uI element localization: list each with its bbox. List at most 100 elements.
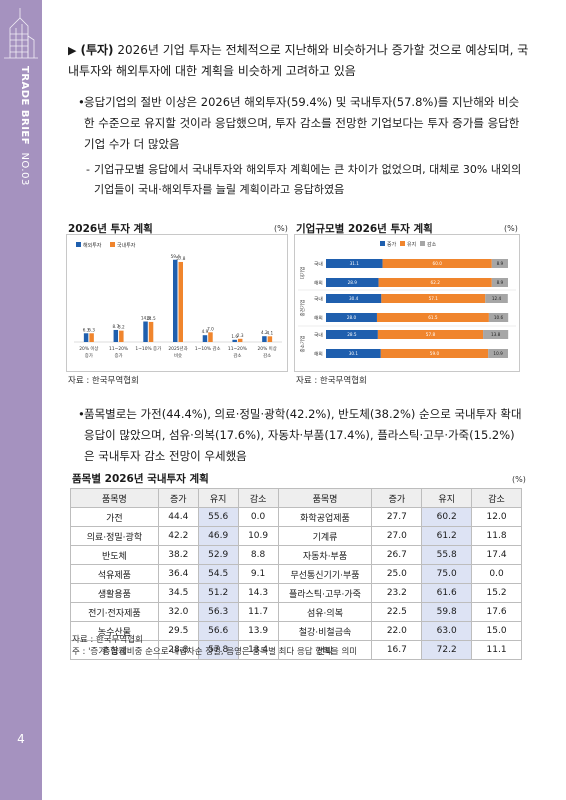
seg-label-증가-1: 28.9 [348, 280, 358, 285]
category-label-2: 1~10% 증가 [135, 345, 161, 352]
table-cell: 55.6 [198, 508, 238, 527]
seg-label-유지-4: 57.8 [426, 332, 436, 337]
bullet-text-1: 응답기업의 절반 이상은 2026년 해외투자(59.4%) 및 국내투자(57… [84, 95, 519, 151]
bullet-paragraph-2: • 품목별로는 가전(44.4%), 의료·정밀·광학(42.2%), 반도체(… [84, 404, 524, 467]
issue-number: NO.03 [19, 152, 30, 185]
table-cell: 의료·정밀·광학 [71, 527, 159, 546]
seg-label-증가-5: 30.1 [349, 351, 359, 356]
chart1-unit: (%) [274, 224, 288, 233]
legend2-swatch-2 [420, 241, 425, 246]
main-paragraph: ▶ (투자) 2026년 기업 투자는 전체적으로 지난해와 비슷하거나 증가할 … [68, 40, 534, 82]
category-label-0: 증가 [85, 352, 93, 359]
table-cell: 56.3 [198, 603, 238, 622]
table-cell: 32.0 [158, 603, 198, 622]
table-cell: 23.2 [372, 584, 422, 603]
column-header: 감소 [472, 489, 522, 508]
table-cell: 54.5 [198, 565, 238, 584]
table-row: 반도체 38.2 52.9 8.8 자동차·부품 26.7 55.8 17.4 [71, 546, 522, 565]
table-cell: 12.0 [472, 508, 522, 527]
table-cell: 51.2 [198, 584, 238, 603]
bar-국내투자-2 [149, 322, 154, 342]
row-label-2: 국내 [314, 296, 323, 303]
table-cell: 26.7 [372, 546, 422, 565]
chart1-source: 자료 : 한국무역협회 [68, 374, 139, 386]
table-cell: 10.9 [238, 527, 278, 546]
table-cell: 9.1 [238, 565, 278, 584]
dash-bullet-icon: - [86, 160, 90, 180]
table-title: 품목별 2026년 국내투자 계획 [72, 471, 209, 486]
seg-label-감소-1: 8.9 [497, 280, 504, 285]
table-cell: 17.6 [472, 603, 522, 622]
bar-해외투자-0 [84, 333, 89, 342]
legend2-label-0: 증가 [387, 241, 397, 248]
row-label-4: 국내 [314, 332, 323, 339]
table-cell: 0.0 [238, 508, 278, 527]
bar-label-국내투자-0: 6.3 [88, 327, 95, 332]
column-header: 증가 [158, 489, 198, 508]
table-cell: 63.0 [422, 622, 472, 641]
category-label-1: 증가 [115, 352, 123, 359]
bar-해외투자-6 [262, 336, 267, 342]
seg-label-감소-5: 10.9 [493, 351, 503, 356]
legend-label-1: 국내투자 [117, 242, 136, 249]
dash-text-1: 기업규모별 응답에서 국내투자와 해외투자 계획에는 큰 차이가 없었으며, 대… [94, 163, 521, 196]
category-label-5: 11~20% [228, 346, 247, 352]
seg-label-감소-2: 12.4 [492, 296, 502, 301]
table-cell: 61.6 [422, 584, 472, 603]
bar-label-국내투자-4: 7.0 [207, 326, 214, 331]
table-cell: 플라스틱·고무·가죽 [278, 584, 372, 603]
seg-label-감소-4: 13.8 [491, 332, 501, 337]
bar-해외투자-1 [114, 330, 119, 342]
table-cell: 생활용품 [71, 584, 159, 603]
seg-label-유지-5: 59.0 [430, 351, 440, 356]
seg-label-증가-3: 28.0 [347, 315, 357, 320]
table-cell: 59.8 [422, 603, 472, 622]
table-header-row: 품목명 증가 유지 감소 품목명 증가 유지 감소 [71, 489, 522, 508]
legend-label-0: 해외투자 [83, 242, 102, 249]
table-cell: 13.9 [238, 622, 278, 641]
row-label-1: 해외 [314, 280, 323, 287]
table-note: 주 : '증가' 응답비중 순으로 내림차순 정렬, 음영은 품목별 최다 응답… [72, 645, 357, 657]
column-header: 품목명 [278, 489, 372, 508]
table-cell: 60.2 [422, 508, 472, 527]
bar-국내투자-3 [179, 262, 184, 342]
chart1-box: 해외투자 국내투자 6.3 6.3 20% 이상 증가 8.7 8.2 11~20% 증가 14.8… [66, 234, 288, 372]
brand-label: TRADE BRIEF NO.03 [4, 66, 38, 176]
table-cell: 75.0 [422, 565, 472, 584]
category-label-6: 20% 이상 [258, 345, 277, 352]
legend-swatch-0 [76, 242, 81, 247]
table-cell: 전기·전자제품 [71, 603, 159, 622]
bullet-paragraph-1: • 응답기업의 절반 이상은 2026년 해외투자(59.4%) 및 국내투자(… [84, 92, 524, 155]
table-cell: 14.3 [238, 584, 278, 603]
category-label-5: 감소 [233, 352, 241, 359]
table-cell: 자동차·부품 [278, 546, 372, 565]
dot-bullet-icon: • [78, 92, 85, 113]
table-row: 의료·정밀·광학 42.2 46.9 10.9 기계류 27.0 61.2 11.8 [71, 527, 522, 546]
table-row: 가전 44.4 55.6 0.0 화학공업제품 27.7 60.2 12.0 [71, 508, 522, 527]
seg-label-유지-0: 60.0 [433, 261, 443, 266]
table-cell: 38.2 [158, 546, 198, 565]
bar-label-국내투자-2: 14.5 [146, 316, 156, 321]
table-cell: 61.2 [422, 527, 472, 546]
table-source: 자료 : 한국무역협회 [72, 633, 143, 645]
table-cell: 22.0 [372, 622, 422, 641]
table-row: 석유제품 36.4 54.5 9.1 무선통신기기·부품 25.0 75.0 0.0 [71, 565, 522, 584]
row-label-5: 해외 [314, 351, 323, 358]
table-cell: 55.8 [422, 546, 472, 565]
table-cell: 72.2 [422, 641, 472, 660]
table-cell: 가전 [71, 508, 159, 527]
chart2-box: 증가 유지 감소 대기업 중견기업 중소기업 국내 31.1 60.0 8.9 해외 28.9 62.2… [294, 234, 520, 372]
section-tag: (투자) [80, 43, 113, 57]
table-cell: 반도체 [71, 546, 159, 565]
seg-label-감소-0: 8.9 [497, 261, 504, 266]
triangle-bullet-icon: ▶ [68, 44, 76, 57]
table-cell: 11.7 [238, 603, 278, 622]
bar-해외투자-3 [173, 260, 178, 342]
bar-해외투자-5 [232, 340, 237, 342]
table-cell: 52.9 [198, 546, 238, 565]
chart2-unit: (%) [504, 224, 518, 233]
table-row: 생활용품 34.5 51.2 14.3 플라스틱·고무·가죽 23.2 61.6 15.2 [71, 584, 522, 603]
table-cell: 17.4 [472, 546, 522, 565]
bar-해외투자-4 [203, 335, 208, 342]
group-label-2: 중소기업 [299, 336, 306, 353]
